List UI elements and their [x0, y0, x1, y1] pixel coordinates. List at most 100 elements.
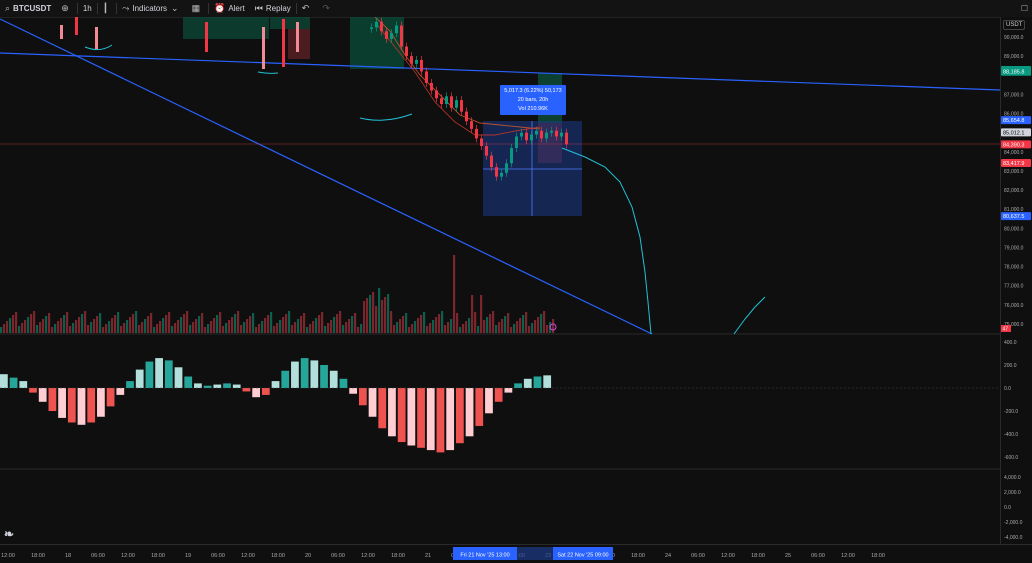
time-tick-label: 18:00	[751, 553, 765, 559]
volume-bar	[522, 315, 525, 333]
price-tick-label: 84,000.0	[1004, 150, 1024, 156]
chart-type-button[interactable]: ┃	[98, 0, 116, 17]
price-label-text: 80,637.5	[1003, 214, 1024, 220]
fullscreen-icon[interactable]: ☐	[1020, 4, 1028, 13]
candle-body	[525, 132, 528, 141]
volume-bar	[330, 320, 333, 333]
candle-body	[430, 82, 433, 91]
interval-button[interactable]: 1h	[78, 0, 97, 17]
volume-bar	[48, 313, 51, 333]
candle-body	[400, 25, 403, 47]
volume-bar	[165, 315, 168, 333]
price-label-badge: 83,417.9	[1001, 158, 1031, 167]
undo-button[interactable]: ↶	[297, 0, 318, 17]
volume-bar	[513, 324, 516, 333]
time-tick-label: 19	[185, 553, 191, 559]
volume-bar	[342, 325, 345, 333]
volume-bar	[285, 314, 288, 333]
trendline-upper[interactable]	[0, 52, 1000, 91]
histogram-bar	[494, 388, 503, 402]
time-tick-label: 12:00	[1, 553, 15, 559]
price-label-bg	[1001, 67, 1031, 76]
indicators-button[interactable]: ⤳ Indicators ⌄	[117, 0, 186, 17]
templates-button[interactable]: ▦	[187, 0, 209, 17]
time-highlight-end: Sat 22 Nov '25 09:00	[553, 547, 613, 560]
candle-body	[475, 128, 478, 139]
histogram-bar	[232, 384, 241, 388]
volume-bar	[237, 311, 240, 333]
volume-bar	[72, 323, 75, 333]
histogram-bar	[407, 388, 416, 446]
candle-body	[480, 138, 483, 147]
volume-bar	[363, 301, 366, 333]
volume-bar	[96, 316, 99, 333]
currency-badge[interactable]: USDT	[1003, 20, 1026, 30]
oscillator-tick-label: -600.0	[1004, 455, 1018, 461]
volume-bar	[402, 316, 405, 333]
volume-bar	[333, 317, 336, 333]
candle-body	[515, 136, 518, 148]
volume-bar	[504, 316, 507, 333]
volume-bar	[18, 326, 21, 333]
price-label-text: 84,390.3	[1003, 142, 1024, 148]
candle-body	[555, 130, 558, 137]
volume-bar	[276, 323, 279, 333]
volume-bar	[249, 316, 252, 333]
time-highlight-text: Sat 22 Nov '25 09:00	[557, 553, 608, 559]
search-icon: ⌕	[5, 3, 11, 13]
price-label-badge: 85,654.8	[1001, 116, 1031, 125]
volume-bar	[375, 306, 378, 333]
volume-bar	[312, 321, 315, 333]
grid-icon: ▦	[191, 3, 201, 13]
volume-bar	[417, 318, 420, 333]
price-label-badge: 84,390.3	[1001, 140, 1031, 149]
replay-button[interactable]: ⏮ Replay	[250, 0, 296, 17]
histogram-bar	[174, 367, 183, 388]
volume-bar	[174, 323, 177, 333]
volume-bar	[147, 316, 150, 333]
chevron-down-icon: ⌄	[171, 3, 179, 13]
oscillator-histogram	[0, 358, 552, 453]
price-label-bg	[1001, 116, 1031, 125]
oscillator2-tick-label: 4,000.0	[1004, 475, 1021, 481]
volume-bar	[444, 325, 447, 333]
candle-body	[420, 59, 423, 72]
volume-bar	[111, 318, 114, 333]
time-tick-label: 21	[425, 553, 431, 559]
histogram-bar	[388, 388, 396, 437]
histogram-bar	[48, 388, 57, 411]
volume-label-badge: 47	[1001, 325, 1011, 333]
histogram-bar	[368, 388, 377, 417]
price-tick-label: 87,000.0	[1004, 92, 1024, 98]
volume-bar	[453, 255, 456, 333]
volume-bar	[225, 323, 228, 333]
volume-label-bg	[1001, 325, 1011, 332]
volume-bar	[150, 313, 153, 333]
alert-button[interactable]: ⏰ Alert	[209, 0, 250, 17]
histogram-bar	[126, 381, 134, 388]
volume-bar	[378, 288, 381, 333]
volume-bar	[507, 313, 510, 333]
replay-marker-icon[interactable]	[549, 323, 557, 331]
symbol-search[interactable]: ⌕ BTCUSDT	[0, 0, 56, 17]
redo-button[interactable]: ↷	[317, 0, 338, 17]
histogram-bar	[465, 388, 474, 437]
histogram-bar	[77, 388, 86, 425]
price-axis[interactable]: 90,000.0 89,000.0 87,000.0 86,000.0 84,000.0…	[1000, 17, 1032, 544]
price-label-text: 85,654.8	[1003, 118, 1024, 124]
volume-bar	[354, 313, 357, 333]
candle-body	[460, 100, 463, 112]
volume-bar	[447, 322, 450, 333]
histogram-bar	[523, 378, 532, 388]
time-axis[interactable]: 12:00 18:00 18 06:00 12:00 18:00 19 06:00 12:00 1…	[0, 544, 1032, 563]
volume-bar	[450, 319, 453, 333]
volume-bar	[198, 316, 201, 333]
histogram-bar	[436, 388, 445, 453]
candle-body	[495, 167, 498, 177]
trendline-lower[interactable]	[0, 18, 653, 335]
projection-arc	[359, 113, 413, 121]
volume-bar	[66, 312, 69, 333]
volume-bar	[216, 315, 219, 333]
compare-button[interactable]: ⊕	[56, 0, 77, 17]
time-tick-label: 06:00	[211, 553, 225, 559]
